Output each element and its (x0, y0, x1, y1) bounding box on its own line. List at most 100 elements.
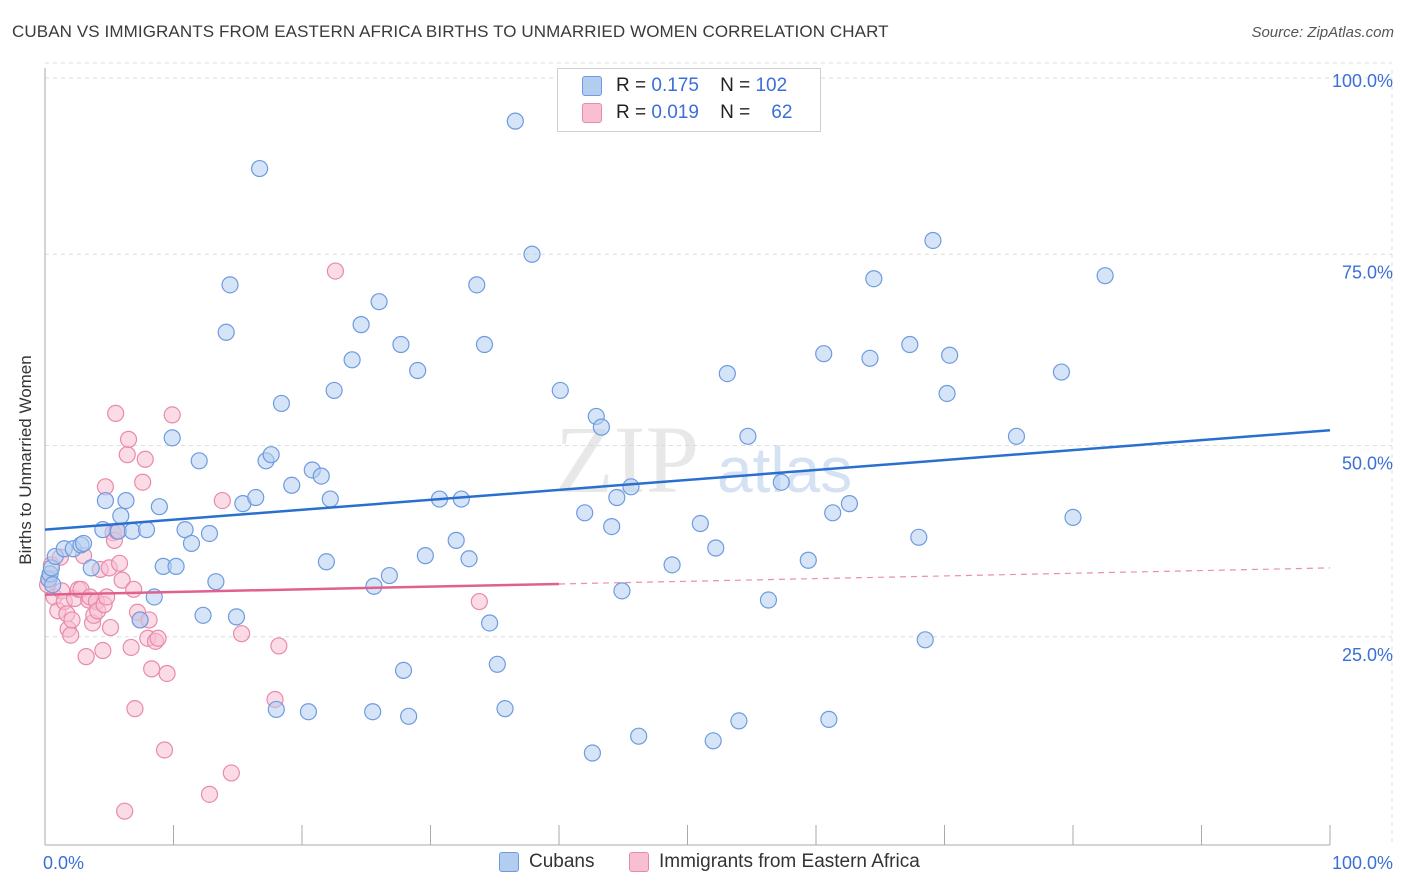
r-label: R = (616, 75, 647, 96)
r-value-eastern-africa: 0.019 (651, 102, 699, 123)
pink-swatch (582, 103, 602, 123)
cubans-point (707, 539, 725, 557)
y-tick-label: 100.0% (1332, 71, 1393, 91)
cubans-point (924, 231, 942, 250)
grid-layer (45, 62, 1393, 845)
eastern-africa-point (136, 450, 154, 468)
eastern-africa-point (110, 554, 129, 572)
legend-item-eastern-africa[interactable]: Immigrants from Eastern Africa (629, 851, 920, 873)
blue-swatch (582, 76, 602, 96)
eastern-africa-point (63, 611, 81, 629)
cubans-point (365, 577, 383, 595)
eastern-africa-point (116, 802, 134, 820)
pink-swatch (629, 852, 649, 872)
eastern-africa-point (233, 625, 251, 643)
cubans-point (227, 608, 246, 626)
watermark-zip: ZIP (555, 406, 699, 513)
cubans-point (739, 427, 757, 445)
x-tick-label: 0.0% (43, 853, 84, 873)
eastern-africa-point (113, 571, 131, 589)
cubans-point (112, 507, 130, 525)
trend-layer (44, 428, 1331, 596)
cubans-point (247, 488, 265, 507)
cubans-point (523, 245, 541, 263)
cubans-point (820, 710, 838, 728)
cubans-point (167, 557, 185, 575)
cubans-point (380, 566, 398, 585)
cubans-point (272, 394, 291, 413)
cubans-point (704, 732, 722, 750)
cubans-trendline (44, 428, 1331, 531)
cubans-point (400, 707, 418, 725)
cubans-point (815, 345, 833, 363)
cubans-point (583, 744, 602, 762)
cubans-point (447, 531, 465, 549)
legend-item-cubans[interactable]: Cubans (499, 851, 595, 873)
cubans-point (352, 316, 370, 334)
eastern-africa-point (155, 741, 174, 759)
y-axis-label: Births to Unmarried Women (16, 355, 35, 565)
cubans-point (137, 521, 156, 539)
cubans-point (96, 491, 114, 510)
n-label: N = (720, 75, 751, 96)
cubans-point (283, 476, 301, 494)
cubans-point (250, 159, 269, 178)
cubans-point (394, 661, 413, 680)
cubans-point (364, 703, 382, 721)
cubans-point (613, 582, 631, 600)
cubans-point (343, 351, 361, 369)
source-label: Source: ZipAtlas.com (1251, 24, 1394, 41)
cubans-point (592, 418, 611, 436)
chart-title: CUBAN VS IMMIGRANTS FROM EASTERN AFRICA … (12, 22, 889, 41)
cubans-point (207, 573, 225, 591)
stats-legend: R = 0.175 N = 102 R = 0.019 N = 62 (557, 68, 821, 132)
eastern-africa-trendline-dashed (558, 567, 1331, 585)
cubans-point (176, 521, 194, 539)
cubans-point (938, 384, 956, 403)
eastern-africa-point (62, 626, 80, 644)
eastern-africa-point (98, 588, 116, 606)
cubans-point (221, 276, 239, 294)
eastern-africa-point (213, 491, 231, 510)
eastern-africa-point (77, 648, 95, 666)
eastern-africa-point (200, 785, 219, 803)
cubans-point (117, 491, 135, 510)
cubans-point (131, 611, 149, 629)
cubans-point (74, 534, 93, 553)
eastern-africa-point (94, 641, 112, 660)
eastern-africa-point (101, 618, 120, 637)
stats-row-cubans: R = 0.175 N = 102 (582, 74, 787, 98)
cubans-point (901, 335, 919, 354)
cubans-point (194, 606, 212, 624)
cubans-point (941, 346, 959, 364)
y-tick-label: 25.0% (1342, 645, 1393, 665)
cubans-point (163, 429, 181, 447)
cubans-point (150, 498, 168, 516)
cubans-point (312, 467, 330, 485)
eastern-africa-point (163, 406, 181, 424)
cubans-point (267, 700, 285, 719)
cubans-point (799, 551, 817, 569)
blue-points-layer (40, 112, 1114, 762)
cubans-point (321, 490, 339, 508)
eastern-africa-point (222, 764, 240, 782)
x-tick-label: 100.0% (1332, 853, 1393, 873)
cubans-point (416, 547, 434, 565)
cubans-point (759, 591, 778, 609)
cubans-point (663, 556, 681, 574)
cubans-point (392, 335, 410, 354)
cubans-point (299, 703, 318, 721)
cubans-point (262, 446, 280, 464)
cubans-point (1096, 267, 1114, 285)
y-tick-label: 50.0% (1342, 454, 1393, 474)
eastern-africa-trendline (44, 582, 560, 596)
cubans-point (551, 381, 569, 400)
tick-labels: 25.0% 50.0% 75.0% 100.0% 0.0% 100.0% (43, 71, 1393, 873)
n-label: N = (720, 102, 751, 123)
cubans-point (370, 293, 388, 311)
cubans-point (916, 631, 934, 649)
cubans-point (460, 550, 478, 568)
cubans-point (506, 112, 524, 130)
cubans-point (824, 504, 842, 522)
cubans-point (691, 514, 709, 533)
